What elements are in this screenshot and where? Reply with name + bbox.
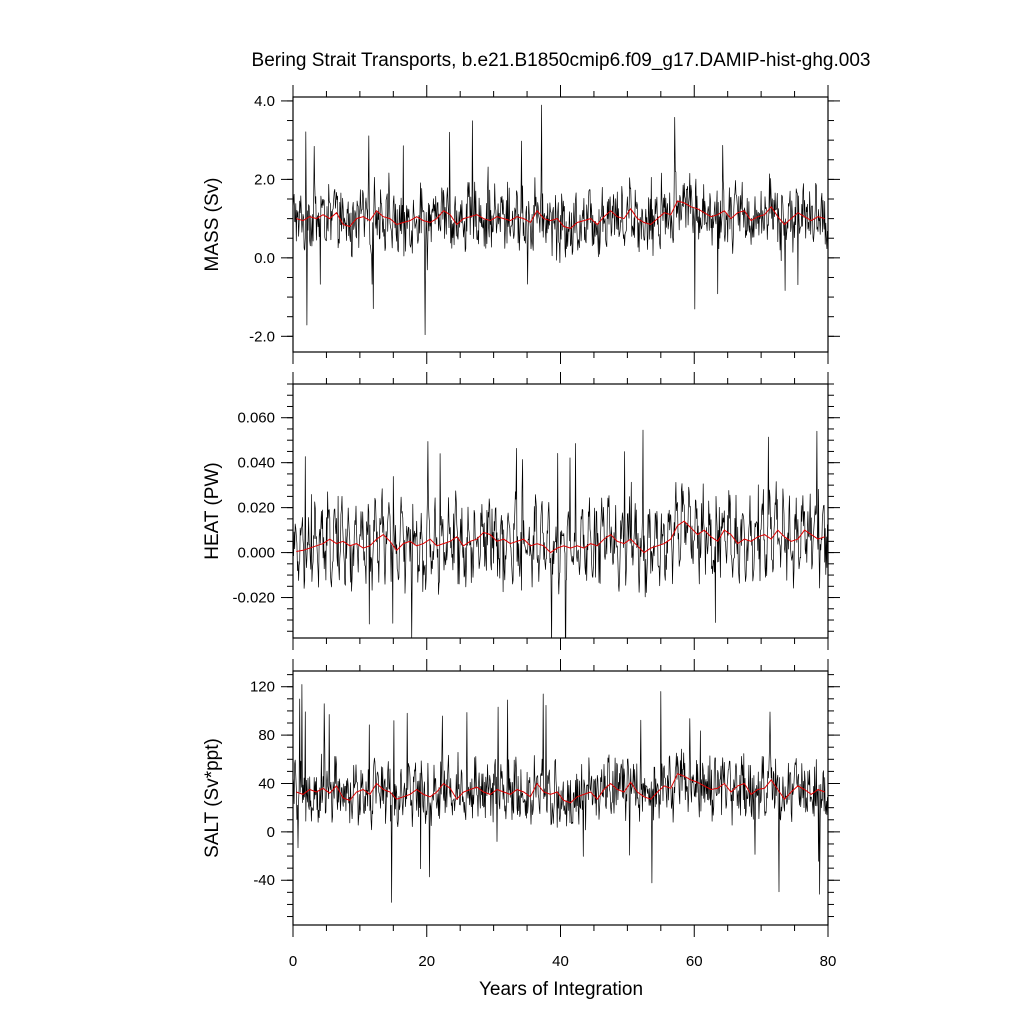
mass-annual-mean-series xyxy=(296,200,825,229)
salt-y-axis-label: SALT (Sv*ppt) xyxy=(202,738,223,858)
mass-y-axis-label: MASS (Sv) xyxy=(202,178,223,272)
x-tick-label: 20 xyxy=(418,953,435,970)
salt-y-tick-label: 120 xyxy=(250,679,275,696)
x-tick-label: 60 xyxy=(686,953,703,970)
x-tick-label: 40 xyxy=(552,953,569,970)
salt-y-tick-label: 0 xyxy=(267,824,275,841)
salt-y-tick-label: 40 xyxy=(258,775,275,792)
mass-y-tick-label: 0.0 xyxy=(254,250,275,267)
chart-title: Bering Strait Transports, b.e21.B1850cmi… xyxy=(252,50,871,71)
salt-annual-mean-series xyxy=(296,773,825,804)
panel-mass: -2.0 0.0 2.0 4.0 MASS (Sv) xyxy=(202,85,840,364)
heat-monthly-series xyxy=(293,429,828,638)
x-axis-label: Years of Integration xyxy=(479,979,643,1000)
x-tick-label: 80 xyxy=(820,953,837,970)
mass-y-tick-label: 2.0 xyxy=(254,171,275,188)
mass-y-tick-label: 4.0 xyxy=(254,93,275,110)
salt-y-tick-label: 80 xyxy=(258,727,275,744)
heat-y-tick-label: 0.000 xyxy=(237,545,275,562)
mass-monthly-series xyxy=(293,104,828,336)
heat-y-tick-label: -0.020 xyxy=(232,590,275,607)
panel-salt: -40 0 40 80 120 SALT (Sv*ppt) xyxy=(202,659,840,937)
heat-y-tick-label: 0.040 xyxy=(237,455,275,472)
salt-y-tick-label: -40 xyxy=(253,872,275,889)
mass-y-tick-label: -2.0 xyxy=(249,328,275,345)
heat-y-axis-label: HEAT (PW) xyxy=(202,462,223,559)
x-tick-label: 0 xyxy=(289,953,297,970)
panel-heat: -0.020 0.000 0.020 0.040 0.060 HEAT (PW) xyxy=(202,372,840,650)
x-axis: 0 20 40 60 80 xyxy=(289,953,837,970)
heat-annual-mean-series xyxy=(296,520,825,554)
heat-y-tick-label: 0.020 xyxy=(237,500,275,517)
panels: -2.0 0.0 2.0 4.0 MASS (Sv) -0.020 0.000 0.020 0.… xyxy=(202,85,840,937)
salt-monthly-series xyxy=(293,684,828,903)
heat-y-tick-label: 0.060 xyxy=(237,410,275,427)
